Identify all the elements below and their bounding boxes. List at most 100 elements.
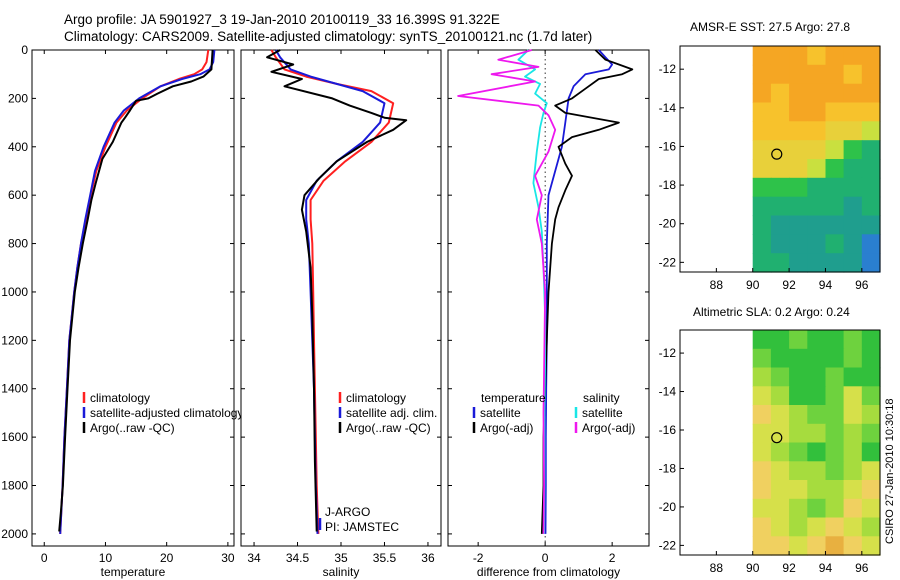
sst-map-cell bbox=[825, 46, 845, 66]
sla-map-cell bbox=[789, 405, 808, 425]
sla-map-cell bbox=[770, 498, 790, 519]
sla-map-cell bbox=[843, 367, 863, 387]
difference-profile-xtick-label: -2 bbox=[473, 551, 484, 565]
sla-map-cell bbox=[807, 461, 827, 481]
sst-map-cell bbox=[843, 215, 863, 235]
temperature-profile-xtick-label: 10 bbox=[99, 551, 113, 565]
sla-map-cell bbox=[807, 498, 827, 519]
sst-map-cell bbox=[807, 121, 827, 141]
sla-map-cell bbox=[861, 517, 881, 537]
sla-map-cell bbox=[789, 423, 808, 444]
sla-map-cell bbox=[752, 423, 772, 444]
sst-map-ytick-label: -18 bbox=[659, 178, 677, 192]
sla-map-cell bbox=[807, 480, 827, 500]
sst-map-cell bbox=[825, 177, 845, 198]
sla-map-cell bbox=[825, 348, 845, 369]
sst-map-xtick-label: 94 bbox=[819, 278, 833, 292]
sla-map-cell bbox=[752, 442, 772, 462]
sla-map-cell bbox=[843, 442, 863, 462]
sla-map-cell bbox=[770, 330, 790, 350]
sst-map-cell bbox=[843, 83, 863, 104]
sla-map-cell bbox=[825, 517, 845, 537]
temperature-profile-ytick-label: 1600 bbox=[1, 430, 28, 444]
sst-map-xtick-label: 90 bbox=[746, 278, 760, 292]
sla-map-cell bbox=[752, 348, 772, 369]
sst-map-xtick-label: 88 bbox=[710, 278, 724, 292]
sst-map-cell bbox=[807, 215, 827, 235]
sst-map-cell bbox=[843, 177, 863, 198]
sla-map-cell bbox=[770, 480, 790, 500]
sst-map-cell bbox=[752, 102, 772, 122]
sst-map-cell bbox=[789, 253, 808, 273]
sla-map-cell bbox=[789, 386, 808, 406]
sla-map-cell bbox=[789, 536, 808, 556]
sla-map-xtick-label: 94 bbox=[819, 561, 833, 575]
sla-map-cell bbox=[843, 423, 863, 444]
sla-map-cell bbox=[825, 367, 845, 387]
sst-map-cell bbox=[789, 83, 808, 104]
difference-profile-series-3 bbox=[457, 49, 557, 534]
sla-map-cell bbox=[752, 461, 772, 481]
sst-map-cell bbox=[789, 177, 808, 198]
sst-map-cell bbox=[825, 121, 845, 141]
sla-map-cell bbox=[807, 367, 827, 387]
sst-map-cell bbox=[861, 140, 881, 160]
sst-map-title: AMSR-E SST: 27.5 Argo: 27.8 bbox=[690, 20, 851, 34]
sst-map-cell bbox=[789, 121, 808, 141]
temperature-profile-ytick-label: 800 bbox=[8, 237, 28, 251]
temperature-legend-label: Argo(..raw -QC) bbox=[90, 421, 175, 435]
sst-map-cell bbox=[861, 83, 881, 104]
sst-map bbox=[679, 45, 881, 273]
sst-map-cell bbox=[861, 64, 881, 85]
temperature-profile-xtick-label: 30 bbox=[221, 551, 235, 565]
salinity-legend-entry-label: satellite adj. clim. bbox=[346, 406, 437, 420]
sla-map-cell bbox=[752, 367, 772, 387]
sst-map-cell bbox=[843, 234, 863, 254]
sst-map-argo-marker bbox=[771, 148, 783, 160]
sst-map-cell bbox=[752, 196, 772, 217]
salinity-profile-plot bbox=[240, 49, 442, 547]
temperature-profile-ytick-label: 600 bbox=[8, 188, 28, 202]
sst-map-cell bbox=[825, 234, 845, 254]
sst-map-cell bbox=[843, 253, 863, 273]
salinity-profile-series-1 bbox=[274, 49, 386, 534]
sst-map-cell bbox=[843, 102, 863, 122]
difference-profile-series-2 bbox=[517, 49, 548, 534]
sla-map-cell bbox=[843, 461, 863, 481]
sst-map-cell bbox=[752, 64, 772, 85]
sst-map-cell bbox=[807, 234, 827, 254]
sst-map-cell bbox=[789, 46, 808, 66]
sla-map-cell bbox=[861, 461, 881, 481]
sst-map-cell bbox=[752, 234, 772, 254]
sst-map-cell bbox=[843, 196, 863, 217]
salinity-legend-entry-label: Argo(..raw -QC) bbox=[346, 421, 431, 435]
temperature-legend-label: satellite-adjusted climatology bbox=[90, 406, 243, 420]
sla-map-ytick-label: -18 bbox=[659, 461, 677, 475]
sla-map-cell bbox=[825, 423, 845, 444]
sst-map-cell bbox=[825, 102, 845, 122]
sst-map-cell bbox=[861, 253, 881, 273]
sla-map-cell bbox=[861, 405, 881, 425]
difference-legend-temperature-entry-label: Argo(-adj) bbox=[480, 421, 533, 435]
sst-map-cell bbox=[752, 159, 772, 179]
sla-map-xtick-label: 90 bbox=[746, 561, 760, 575]
sla-map-title: Altimetric SLA: 0.2 Argo: 0.24 bbox=[693, 305, 850, 319]
sst-map-cell bbox=[861, 159, 881, 179]
temperature-profile-ytick-label: 0 bbox=[21, 43, 28, 57]
temperature-profile-ytick-label: 1800 bbox=[1, 479, 28, 493]
sla-map-cell bbox=[789, 480, 808, 500]
sla-map-cell bbox=[825, 405, 845, 425]
sla-map-cell bbox=[825, 498, 845, 519]
sla-map-cell bbox=[843, 536, 863, 556]
sla-map-cell bbox=[770, 386, 790, 406]
sst-map-cell bbox=[770, 177, 790, 198]
salinity-profile-xtick-label: 34 bbox=[247, 551, 261, 565]
temperature-profile-series-0 bbox=[59, 49, 210, 534]
sst-map-cell bbox=[770, 64, 790, 85]
sst-map-cell bbox=[825, 64, 845, 85]
sla-map-cell bbox=[825, 480, 845, 500]
difference-legend-heading-temperature: temperature bbox=[481, 391, 546, 405]
salinity-annotation: J-ARGO bbox=[325, 505, 370, 519]
temperature-profile-plot bbox=[31, 49, 235, 547]
figure-title-line2: Climatology: CARS2009. Satellite-adjuste… bbox=[64, 29, 593, 44]
